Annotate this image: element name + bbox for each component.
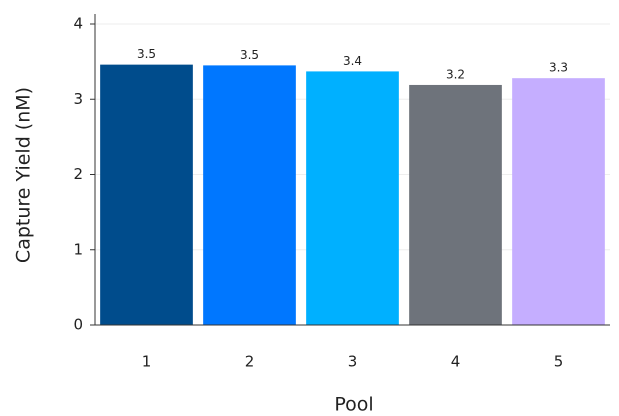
- value-label: 3.3: [549, 61, 568, 75]
- value-label: 3.4: [343, 54, 362, 68]
- x-tick-label: 4: [451, 353, 461, 371]
- y-tick-label: 3: [73, 90, 83, 108]
- y-axis-label: Capture Yield (nM): [13, 87, 35, 263]
- y-tick-label: 1: [73, 240, 83, 258]
- y-tick-label: 2: [73, 165, 83, 183]
- bar: [512, 78, 605, 326]
- bar: [409, 84, 502, 325]
- x-tick-label: 3: [348, 353, 358, 371]
- value-label: 3.2: [446, 67, 465, 81]
- bar: [306, 71, 399, 325]
- value-label: 3.5: [240, 48, 259, 62]
- x-axis-label: Pool: [334, 394, 373, 416]
- x-tick-label: 1: [142, 353, 152, 371]
- x-tick-label: 2: [245, 353, 255, 371]
- y-tick-label: 4: [73, 15, 83, 33]
- bar: [100, 64, 193, 325]
- x-tick-label: 5: [554, 353, 564, 371]
- bar: [203, 65, 296, 325]
- value-label: 3.5: [137, 47, 156, 61]
- y-tick-label: 0: [73, 316, 83, 334]
